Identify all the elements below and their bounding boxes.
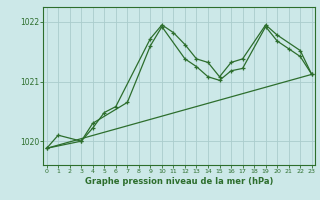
X-axis label: Graphe pression niveau de la mer (hPa): Graphe pression niveau de la mer (hPa) — [85, 177, 273, 186]
